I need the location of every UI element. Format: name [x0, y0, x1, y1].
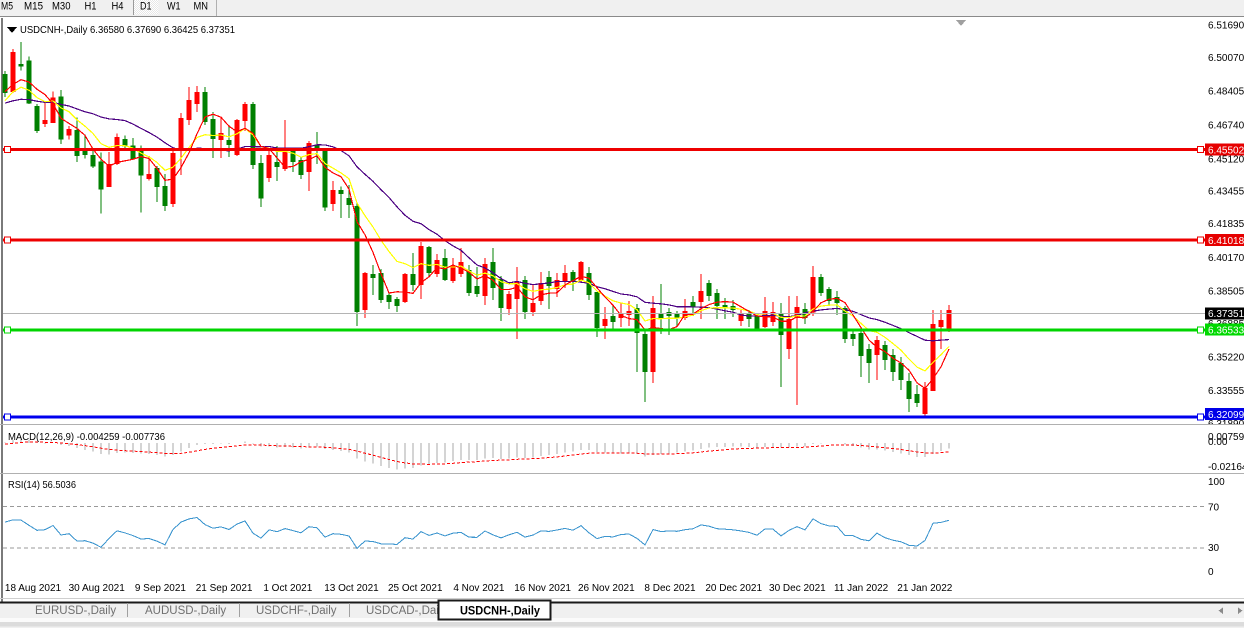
svg-text:D1: D1 [140, 1, 152, 13]
svg-text:M30: M30 [52, 1, 71, 13]
svg-text:20 Dec 2021: 20 Dec 2021 [705, 583, 762, 594]
svg-text:AUDUSD-,Daily: AUDUSD-,Daily [145, 605, 226, 617]
svg-text:6.32099: 6.32099 [1208, 410, 1244, 421]
svg-text:6.41835: 6.41835 [1208, 219, 1244, 230]
svg-text:6.36533: 6.36533 [1208, 325, 1244, 336]
svg-text:9 Sep 2021: 9 Sep 2021 [135, 583, 187, 594]
svg-text:-0.02164: -0.02164 [1208, 462, 1244, 473]
svg-text:16 Nov 2021: 16 Nov 2021 [514, 583, 571, 594]
svg-text:6.51690: 6.51690 [1208, 21, 1244, 32]
svg-text:30: 30 [1208, 543, 1220, 554]
svg-text:26 Nov 2021: 26 Nov 2021 [578, 583, 635, 594]
svg-text:USDCAD-,Daily: USDCAD-,Daily [366, 605, 447, 617]
svg-text:8 Dec 2021: 8 Dec 2021 [644, 583, 696, 594]
svg-text:6.35220: 6.35220 [1208, 353, 1244, 364]
svg-text:30 Dec 2021: 30 Dec 2021 [769, 583, 826, 594]
svg-text:6.31890: 6.31890 [1208, 419, 1244, 430]
svg-text:EURUSD-,Daily: EURUSD-,Daily [35, 605, 116, 617]
svg-text:6.38505: 6.38505 [1208, 286, 1244, 297]
svg-text:USDCNH-,Daily: USDCNH-,Daily [460, 606, 541, 618]
svg-text:1 Oct 2021: 1 Oct 2021 [263, 583, 312, 594]
svg-text:13 Oct 2021: 13 Oct 2021 [324, 583, 379, 594]
svg-text:0.007596: 0.007596 [1208, 432, 1244, 443]
svg-text:21 Sep 2021: 21 Sep 2021 [196, 583, 253, 594]
svg-text:M5: M5 [1, 1, 13, 13]
svg-text:MN: MN [194, 1, 209, 13]
svg-text:6.50070: 6.50070 [1208, 53, 1244, 64]
svg-text:M15: M15 [24, 1, 43, 13]
svg-text:21 Jan 2022: 21 Jan 2022 [897, 583, 952, 594]
svg-text:6.45502: 6.45502 [1208, 145, 1244, 156]
svg-text:6.41018: 6.41018 [1208, 236, 1244, 247]
svg-text:70: 70 [1208, 502, 1220, 513]
svg-text:4 Nov 2021: 4 Nov 2021 [453, 583, 505, 594]
svg-text:6.45120: 6.45120 [1208, 154, 1244, 165]
svg-text:0: 0 [1208, 567, 1214, 578]
svg-text:18 Aug 2021: 18 Aug 2021 [5, 583, 62, 594]
svg-text:MACD(12,26,9) -0.004259 -0.007: MACD(12,26,9) -0.004259 -0.007736 [8, 431, 165, 443]
svg-text:USDCHF-,Daily: USDCHF-,Daily [256, 605, 337, 617]
svg-text:30 Aug 2021: 30 Aug 2021 [69, 583, 126, 594]
svg-text:100: 100 [1208, 477, 1225, 488]
svg-text:25 Oct 2021: 25 Oct 2021 [388, 583, 443, 594]
svg-text:6.43455: 6.43455 [1208, 187, 1244, 198]
svg-text:0.00: 0.00 [1208, 437, 1228, 448]
svg-text:H1: H1 [85, 1, 97, 13]
svg-text:6.33555: 6.33555 [1208, 386, 1244, 397]
svg-text:6.37351: 6.37351 [1208, 309, 1244, 320]
svg-text:6.40170: 6.40170 [1208, 253, 1244, 264]
svg-text:11 Jan 2022: 11 Jan 2022 [834, 583, 889, 594]
svg-text:RSI(14) 56.5036: RSI(14) 56.5036 [8, 479, 76, 491]
svg-text:H4: H4 [112, 1, 124, 13]
svg-text:W1: W1 [167, 1, 181, 13]
svg-text:USDCNH-,Daily 6.36580 6.37690: USDCNH-,Daily 6.36580 6.37690 6.36425 6.… [20, 24, 235, 36]
svg-text:6.46740: 6.46740 [1208, 120, 1244, 131]
svg-text:6.48405: 6.48405 [1208, 87, 1244, 98]
